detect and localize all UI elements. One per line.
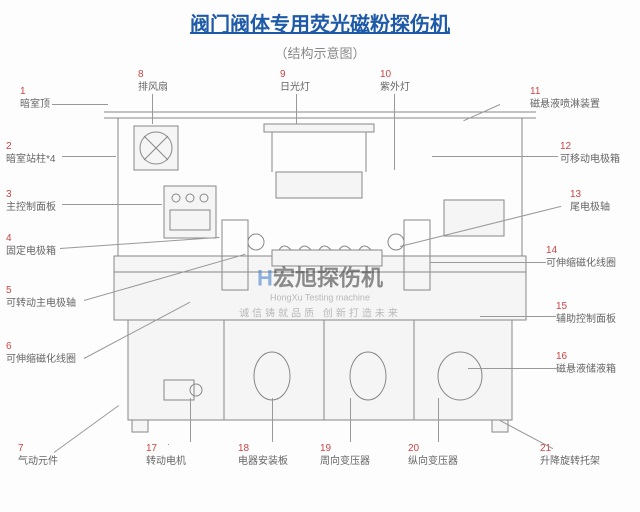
label-13: 13尾电极轴 (570, 188, 610, 214)
label-18: 18电器安装板 (238, 442, 288, 468)
leader-line (272, 398, 273, 442)
leader-line (190, 398, 191, 442)
label-19: 19周向变压器 (320, 442, 370, 468)
label-8: 8排风扇 (138, 68, 168, 94)
page-title: 阀门阀体专用荧光磁粉探伤机 (0, 0, 640, 37)
label-15: 15辅助控制面板 (556, 300, 616, 326)
machine-diagram (104, 100, 536, 440)
leader-line (152, 94, 153, 124)
label-6: 6可伸缩磁化线圈 (6, 340, 76, 366)
label-4: 4固定电极箱 (6, 232, 56, 258)
label-10: 10紫外灯 (380, 68, 410, 94)
label-9: 9日光灯 (280, 68, 310, 94)
leader-line (480, 316, 556, 317)
leader-line (394, 94, 395, 170)
leader-line (62, 156, 116, 157)
leader-line (62, 204, 162, 205)
label-16: 16磁悬液储液箱 (556, 350, 616, 376)
leader-line (52, 104, 108, 105)
leader-line (168, 444, 169, 445)
leader-line (432, 156, 558, 157)
label-7: 7气动元件 (18, 442, 58, 468)
label-12: 12可移动电极箱 (560, 140, 620, 166)
label-11: 11磁悬液喷淋装置 (530, 85, 600, 111)
label-20: 20纵向变压器 (408, 442, 458, 468)
leader-line (430, 262, 546, 263)
label-14: 14可伸缩磁化线圈 (546, 244, 616, 270)
label-5: 5可转动主电极轴 (6, 284, 76, 310)
label-1: 1暗室顶 (20, 85, 50, 111)
leader-line (468, 368, 556, 369)
label-3: 3主控制面板 (6, 188, 56, 214)
label-17: 17转动电机 (146, 442, 186, 468)
page-subtitle: （结构示意图） (0, 43, 640, 62)
leader-line (296, 94, 297, 124)
leader-line (438, 398, 439, 442)
label-2: 2暗室站柱*4 (6, 140, 55, 166)
leader-line (350, 398, 351, 442)
